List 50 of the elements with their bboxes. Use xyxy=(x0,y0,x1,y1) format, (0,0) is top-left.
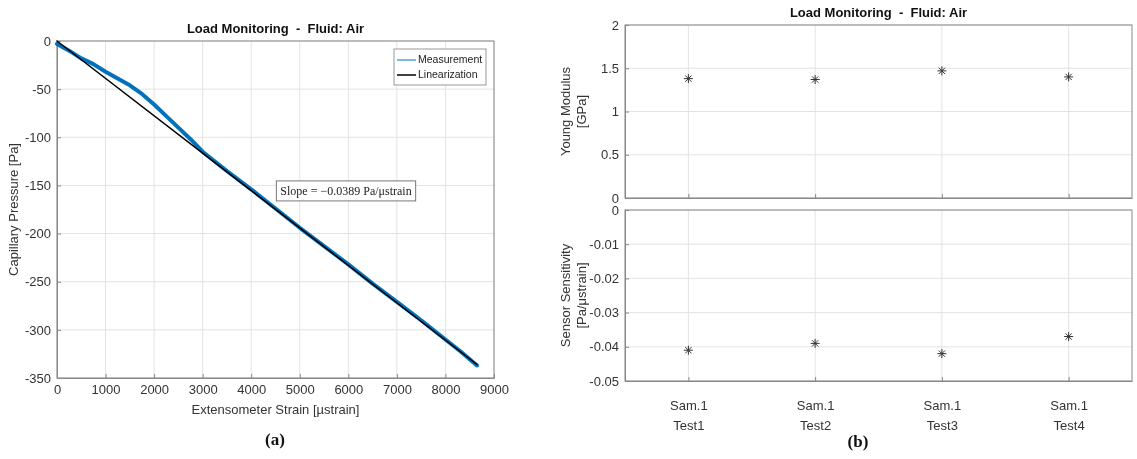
x-tick-label: 8000 xyxy=(431,382,461,398)
y-tick-label: -0.03 xyxy=(589,305,619,321)
y-tick-label: -50 xyxy=(32,81,51,97)
point xyxy=(683,345,694,356)
y-tick-label: -0.02 xyxy=(589,271,619,287)
point xyxy=(810,338,821,349)
y-tick-label: 0 xyxy=(43,33,51,49)
text: (a) xyxy=(265,430,285,449)
y-tick-label: 2 xyxy=(611,17,619,33)
y-axis-title: Sensor Sensitivity [Pa/μstrain] xyxy=(558,243,590,348)
chart-title: Load Monitoring - Fluid: Air xyxy=(186,21,365,36)
x-tick-label: Sam.1 Test2 xyxy=(796,398,835,433)
x-tick-label: 5000 xyxy=(285,382,315,398)
y-tick-label: -200 xyxy=(24,226,51,242)
x-tick-label: 0 xyxy=(53,382,62,398)
point xyxy=(936,348,947,359)
y-tick-label: -300 xyxy=(24,322,51,338)
y-axis-title: Young Modulus [GPa] xyxy=(558,66,590,157)
y-tick-label: -250 xyxy=(24,274,51,290)
x-tick-label: 1000 xyxy=(91,382,121,398)
y-tick-label: -150 xyxy=(24,178,51,194)
x-tick-label: Sam.1 Test1 xyxy=(670,398,708,433)
y-tick-label: 1 xyxy=(611,104,619,120)
point xyxy=(1063,331,1074,342)
y-tick-label: -100 xyxy=(24,129,51,145)
text: (b) xyxy=(847,432,869,451)
y-tick-label: -0.01 xyxy=(589,236,619,252)
y-tick-label: -0.05 xyxy=(589,373,619,389)
point xyxy=(810,74,821,85)
x-axis-title: Extensometer Strain [µstrain] xyxy=(191,402,360,417)
x-tick-label: Sam.1 Test4 xyxy=(1050,398,1088,433)
y-tick-label: 0.5 xyxy=(600,147,619,163)
x-tick-label: 6000 xyxy=(334,382,364,398)
annotation: Slope = −0.0389 Pa/μstrain xyxy=(280,183,412,198)
y-axis-title: Capillary Pressure [Pa] xyxy=(6,143,22,276)
x-tick-label: 7000 xyxy=(382,382,412,398)
x-tick-label: 9000 xyxy=(480,382,509,398)
legend-label: Measurement xyxy=(418,52,483,65)
point xyxy=(683,73,694,84)
point xyxy=(1063,71,1074,82)
y-tick-label: -0.04 xyxy=(589,339,619,355)
point xyxy=(936,65,947,76)
legend-label: Linearization xyxy=(418,67,478,80)
x-tick-label: 4000 xyxy=(237,382,267,398)
x-tick-label: 3000 xyxy=(188,382,218,398)
chart-title: Load Monitoring - Fluid: Air xyxy=(789,5,968,20)
y-tick-label: -350 xyxy=(24,370,51,386)
y-tick-label: 1.5 xyxy=(600,60,619,76)
x-tick-label: 2000 xyxy=(140,382,170,398)
x-tick-label: Sam.1 Test3 xyxy=(923,398,962,433)
